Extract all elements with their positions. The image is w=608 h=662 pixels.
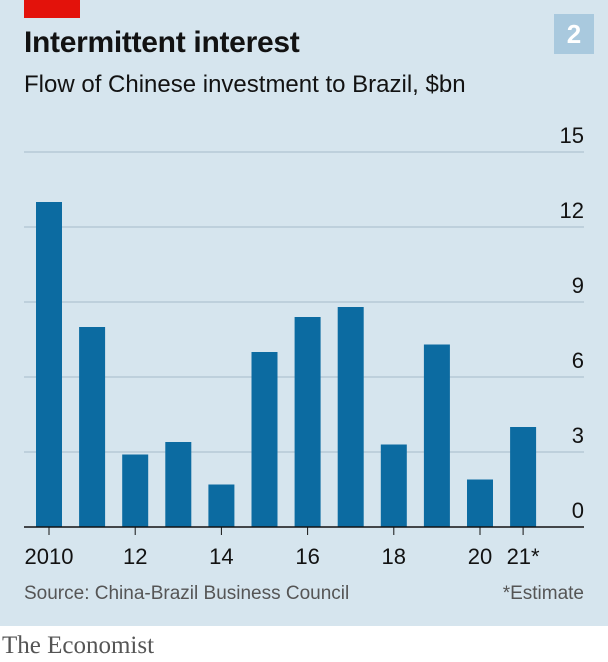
bar-2021*	[510, 427, 537, 527]
bar-2018	[380, 444, 407, 527]
x-tick-label-2010: 2010	[25, 544, 74, 569]
y-tick-label-9: 9	[572, 273, 584, 298]
bar-2020	[467, 479, 493, 527]
bar-2016	[294, 317, 321, 527]
x-tick-label-2021*: 21*	[507, 544, 540, 569]
bar-2011	[79, 327, 106, 527]
economist-wordmark: The Economist	[2, 632, 155, 659]
bar-2015	[251, 352, 278, 527]
bar-2014	[208, 484, 235, 527]
y-tick-label-3: 3	[572, 423, 584, 448]
bar-chart: 0 3 6 9 12 15 2010 12 14 16 18 20 21*	[24, 123, 584, 569]
x-tick-label-2012: 12	[123, 544, 147, 569]
y-tick-label-12: 12	[560, 198, 584, 223]
bar-2017	[337, 307, 364, 527]
x-tick-label-2018: 18	[382, 544, 406, 569]
x-tick-label-2016: 16	[295, 544, 319, 569]
brand-red-tag	[24, 0, 80, 18]
chart-number-badge: 2	[554, 14, 594, 54]
y-tick-label-6: 6	[572, 348, 584, 373]
chart-subtitle: Flow of Chinese investment to Brazil, $b…	[24, 71, 466, 98]
chart-title: Intermittent interest	[24, 26, 300, 59]
y-tick-label-15: 15	[560, 123, 584, 148]
bar-2012	[122, 454, 149, 527]
source-note: Source: China-Brazil Business Council	[24, 583, 350, 604]
bar-2013	[165, 442, 192, 527]
bar-2019	[423, 344, 450, 527]
y-tick-label-0: 0	[572, 498, 584, 523]
bar-2010	[36, 202, 62, 527]
x-tick-label-2020: 20	[468, 544, 492, 569]
estimate-note: *Estimate	[502, 583, 584, 604]
x-tick-label-2014: 14	[209, 544, 233, 569]
